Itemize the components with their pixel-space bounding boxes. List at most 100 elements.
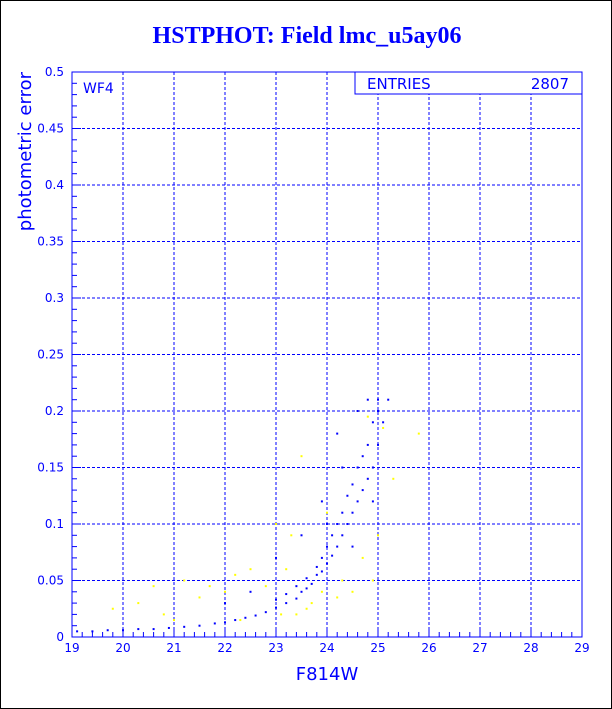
x-tick-label: 19 [64,641,79,655]
data-point [341,466,344,469]
data-point [91,630,94,633]
data-point [361,556,364,559]
data-point [371,500,374,503]
data-point [361,489,364,492]
data-point [351,483,354,486]
data-point [122,629,124,632]
data-point [167,626,170,629]
data-point [341,511,344,514]
data-point [377,398,379,401]
stats-entries-label: ENTRIES [367,75,431,93]
data-points [76,398,420,633]
data-point [254,614,257,617]
x-tick-label: 24 [319,641,334,655]
data-point [392,477,395,480]
data-point [249,590,252,593]
data-point [366,477,369,480]
data-point [300,590,303,593]
data-point [275,556,277,559]
data-point [300,455,303,458]
data-point [285,593,288,596]
data-point [106,629,109,632]
data-point [377,534,379,537]
data-point [371,466,374,469]
y-tick-label: 0.3 [45,291,64,305]
data-point [295,613,298,616]
y-tick-label: 0.35 [37,235,64,249]
stats-box [354,71,583,95]
data-point [162,613,165,616]
data-point [305,607,308,610]
data-point [224,621,226,624]
y-tick-label: 0.2 [45,404,64,418]
data-point [305,577,308,580]
x-tick-label: 27 [472,641,487,655]
y-axis-label: photometric error [15,71,36,231]
data-point [198,624,201,627]
grid [72,72,582,637]
data-point [382,421,385,424]
y-tick-label: 0.45 [37,122,64,136]
stats-entries-value: 2807 [531,75,569,93]
data-point [382,426,385,429]
x-tick-label: 29 [574,641,589,655]
data-point [152,628,155,631]
data-point [234,619,237,622]
data-point [315,565,318,568]
data-point [361,455,364,458]
data-point [341,579,344,582]
data-point [285,602,288,605]
plot-frame [71,71,583,638]
data-point [208,585,211,588]
y-tick-label: 0.25 [37,348,64,362]
data-point [198,596,201,599]
chart-title: HSTPHOT: Field lmc_u5ay06 [152,23,462,49]
data-point [371,579,374,582]
data-point [351,590,354,593]
data-point [336,596,339,599]
data-point [417,432,420,435]
data-point [290,534,293,537]
axis-ticks: 19 20 21 22 23 24 25 26 27 28 29 0 0.05 0.1 0.15 0.2 0.2… [37,65,589,655]
data-point [305,587,308,590]
data-point [351,511,354,514]
data-point [377,410,379,412]
y-tick-label: 0.15 [37,461,64,475]
data-point [295,585,298,588]
data-point [264,611,267,614]
y-tick-label: 0.5 [45,65,64,79]
wf4-label: WF4 [83,81,114,97]
y-tick-label: 0.1 [45,517,64,531]
data-point [137,602,140,605]
data-point [300,534,303,537]
data-point [264,585,267,588]
data-point [346,523,349,525]
data-point [320,556,323,559]
data-point [275,606,277,609]
x-tick-label: 21 [166,641,181,655]
data-point [331,554,334,557]
y-tick-label: 0.4 [45,178,64,192]
data-point [224,602,226,605]
data-point [336,523,339,525]
data-point [336,432,339,435]
data-point [326,523,328,525]
data-point [183,579,186,582]
data-point [137,628,140,631]
data-point [213,622,216,625]
x-tick-label: 20 [115,641,130,655]
data-point [239,619,242,622]
data-point [341,534,344,537]
data-point [310,582,313,585]
data-point [320,500,323,503]
data-point [356,466,359,469]
data-point [346,494,349,497]
x-tick-label: 23 [268,641,283,655]
data-point [224,590,226,593]
data-point [234,573,237,576]
data-point [351,545,354,548]
x-axis-label: F814W [296,664,359,685]
data-point [244,616,247,619]
data-point [315,573,318,576]
